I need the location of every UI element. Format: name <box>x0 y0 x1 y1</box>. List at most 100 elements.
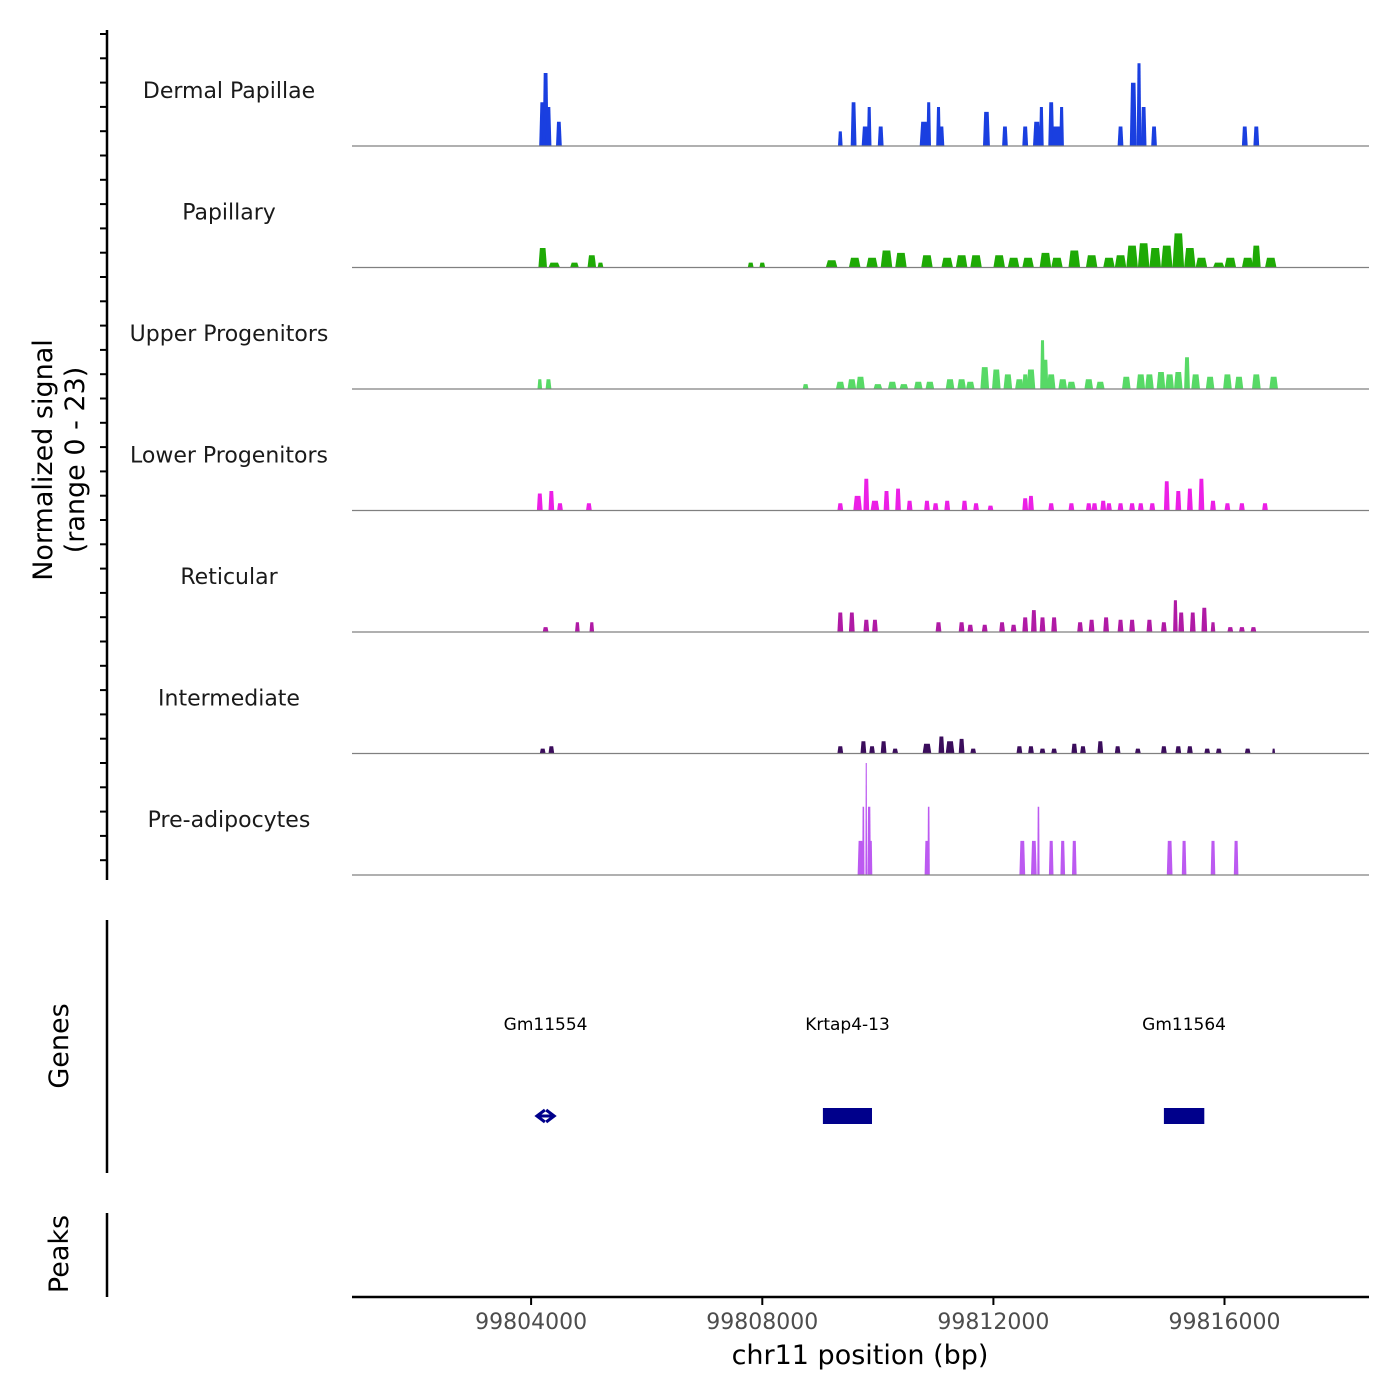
y-axis-label: Normalized signal (range 0 - 23) <box>28 339 91 581</box>
gene-gm11564: Gm11564 <box>1142 1015 1226 1124</box>
signal-peak <box>1233 840 1239 875</box>
track-label: Intermediate <box>158 687 300 712</box>
signal-peak <box>980 367 990 389</box>
signal-peak <box>1039 748 1046 754</box>
signal-peak <box>1085 255 1098 268</box>
track-papillary: Papillary <box>182 201 1369 269</box>
signal-peak <box>1022 374 1029 389</box>
signal-peak <box>866 107 872 146</box>
signal-peak <box>877 126 884 146</box>
track-label: Lower Progenitors <box>130 444 328 469</box>
signal-peak <box>938 736 945 754</box>
signal-peak <box>1022 498 1029 511</box>
signal-peak <box>1163 481 1170 511</box>
signal-peak <box>1051 126 1063 146</box>
signal-peak <box>1031 610 1037 632</box>
signal-peak <box>1071 743 1078 754</box>
signal-peak <box>1088 619 1095 632</box>
gene-arrow-right <box>545 1108 557 1124</box>
signal-peak <box>545 107 552 146</box>
signal-peak <box>1028 746 1034 754</box>
gene-label: Krtap4-13 <box>805 1015 890 1035</box>
signal-peak <box>1178 612 1185 632</box>
signal-peak <box>1022 617 1029 632</box>
signal-peak <box>1151 126 1157 146</box>
signal-peak <box>1060 840 1066 875</box>
signal-peak <box>556 121 562 146</box>
signal-peak <box>1085 503 1092 511</box>
signal-peak <box>1175 746 1182 754</box>
signal-peak <box>587 255 597 268</box>
signal-peak <box>548 491 555 511</box>
signal-peak <box>1016 746 1023 754</box>
signal-peak <box>1241 257 1254 268</box>
signal-peak <box>557 503 563 511</box>
signal-peak <box>1210 840 1216 875</box>
signal-peak <box>863 478 870 511</box>
signal-peak <box>935 622 942 632</box>
signal-peak <box>869 746 875 754</box>
signal-peak <box>967 624 974 632</box>
signal-peak <box>1272 748 1276 754</box>
signal-peak <box>1129 82 1137 146</box>
signal-peak <box>1051 617 1057 632</box>
signal-peak <box>1149 248 1161 268</box>
signal-peak <box>1224 503 1231 511</box>
signal-peak <box>899 384 909 389</box>
signal-peak <box>1019 840 1026 875</box>
signal-peak <box>1205 376 1215 389</box>
signal-peak <box>837 503 844 511</box>
signal-peak <box>1068 503 1075 511</box>
signal-peak <box>869 840 873 875</box>
signal-peak <box>1051 257 1063 268</box>
signal-peak <box>548 262 560 268</box>
signal-peak <box>887 381 897 389</box>
genes-axis-label: Genes <box>44 1003 75 1088</box>
gene-label: Gm11554 <box>504 1015 588 1035</box>
x-axis-title: chr11 position (bp) <box>732 1340 989 1371</box>
signal-peak <box>850 102 857 146</box>
signal-peak <box>870 500 880 511</box>
signal-peak <box>973 503 979 511</box>
signal-peak <box>1262 503 1268 511</box>
signal-peak <box>539 748 546 754</box>
signal-peak <box>545 379 552 389</box>
signal-peak <box>941 257 953 268</box>
signal-peak <box>1015 379 1024 389</box>
x-tick-label: 99804000 <box>475 1310 587 1335</box>
signal-peak <box>927 806 930 875</box>
signal-peak <box>1224 257 1237 268</box>
signal-peak <box>848 612 855 632</box>
signal-peak <box>1234 376 1244 389</box>
signal-peak <box>1223 374 1232 389</box>
signal-peak <box>957 379 966 389</box>
signal-peak <box>945 741 955 754</box>
signal-peak <box>1161 245 1173 268</box>
signal-peak <box>1137 503 1144 511</box>
signal-peak <box>883 491 890 511</box>
signal-peak <box>1149 503 1156 511</box>
y-axis-title: Normalized signal <box>28 339 59 581</box>
signal-peak <box>570 262 579 268</box>
track-pre-adipocytes: Pre-adipocytes <box>148 763 1369 876</box>
genes-panel: Genes Gm11554 Krtap4-13 Gm11564 <box>44 920 1226 1173</box>
signal-peak <box>1031 840 1037 875</box>
signal-peak <box>1129 503 1135 511</box>
signal-peak <box>1051 748 1057 754</box>
signal-peak <box>848 257 861 268</box>
signal-peak <box>895 488 901 511</box>
track-label: Reticular <box>180 565 278 590</box>
signal-peak <box>1033 121 1041 146</box>
track-upper-progenitors: Upper Progenitors <box>130 322 1369 390</box>
signal-peak <box>538 248 547 268</box>
signal-peak <box>987 505 994 511</box>
signal-peak <box>1187 746 1193 754</box>
signal-peak <box>835 381 845 389</box>
signal-peak <box>1215 748 1222 754</box>
signal-peak <box>548 746 555 754</box>
signal-peak <box>1122 376 1131 389</box>
signal-peak <box>1046 374 1056 389</box>
signal-peak <box>872 619 878 632</box>
signal-peak <box>1117 503 1124 511</box>
